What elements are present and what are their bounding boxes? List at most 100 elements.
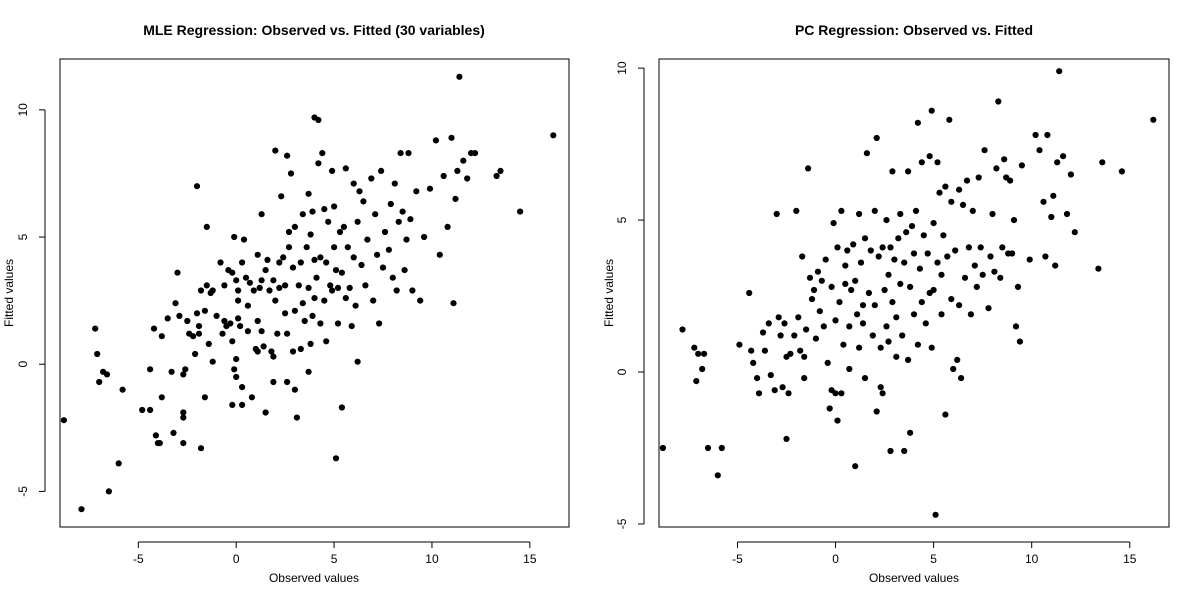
chart-title: PC Regression: Observed vs. Fitted xyxy=(795,22,1033,38)
data-point xyxy=(989,210,996,218)
data-point xyxy=(297,259,304,266)
data-point xyxy=(270,277,277,284)
scatter-points xyxy=(60,73,557,513)
data-point xyxy=(910,250,918,257)
data-point xyxy=(325,218,332,225)
data-point xyxy=(848,286,855,294)
data-point xyxy=(981,147,988,154)
data-point xyxy=(452,195,459,202)
data-point xyxy=(750,359,757,366)
mle-regression-panel: MLE Regression: Observed vs. Fitted (30 … xyxy=(2,22,570,585)
data-point xyxy=(912,207,920,214)
data-point xyxy=(1032,131,1039,139)
data-point xyxy=(836,299,843,306)
data-point xyxy=(358,261,365,269)
data-point xyxy=(321,206,328,213)
data-point xyxy=(1009,250,1016,257)
x-tick-label: 0 xyxy=(233,552,240,566)
data-point xyxy=(289,348,297,355)
data-point xyxy=(184,317,191,325)
data-point xyxy=(748,347,755,354)
data-point xyxy=(901,447,908,455)
data-point xyxy=(865,289,873,297)
data-point xyxy=(454,167,461,174)
data-point xyxy=(905,356,912,363)
data-point xyxy=(282,282,289,289)
data-point xyxy=(460,157,467,164)
data-point xyxy=(775,314,782,321)
data-point xyxy=(517,208,524,215)
data-point xyxy=(838,207,845,214)
data-point xyxy=(403,236,410,243)
data-point xyxy=(229,269,236,276)
x-tick-label: 15 xyxy=(1123,552,1137,566)
data-point xyxy=(176,312,183,319)
data-point xyxy=(932,511,939,518)
data-point xyxy=(295,282,302,289)
data-point xyxy=(779,384,786,391)
data-point xyxy=(315,116,322,124)
data-point xyxy=(1099,159,1106,166)
data-point xyxy=(944,253,951,260)
data-point xyxy=(94,350,101,358)
data-point xyxy=(307,231,314,238)
data-point xyxy=(832,317,839,324)
data-point xyxy=(195,323,203,330)
data-point xyxy=(832,390,839,397)
data-point xyxy=(180,371,187,378)
data-point xyxy=(899,332,906,339)
data-point xyxy=(1036,147,1043,154)
data-point xyxy=(242,274,250,281)
data-point xyxy=(401,267,408,274)
data-point xyxy=(863,150,871,157)
data-point xyxy=(254,251,261,258)
data-point xyxy=(889,299,896,306)
data-point xyxy=(78,506,85,513)
data-point xyxy=(842,262,849,269)
data-point xyxy=(881,286,888,294)
data-point xyxy=(1060,153,1067,160)
data-point xyxy=(926,153,933,160)
y-tick-label: 10 xyxy=(16,103,30,117)
data-point xyxy=(1042,253,1049,260)
data-point xyxy=(444,223,451,230)
data-point xyxy=(291,386,298,393)
data-point xyxy=(1095,265,1102,272)
data-point xyxy=(901,259,908,266)
data-point xyxy=(791,332,798,339)
data-point xyxy=(464,175,471,182)
data-point xyxy=(262,409,269,416)
data-point xyxy=(934,159,941,166)
data-point xyxy=(889,168,896,175)
data-point xyxy=(156,440,163,447)
data-point xyxy=(334,320,342,327)
data-point xyxy=(293,414,300,421)
data-point xyxy=(270,378,277,386)
data-point xyxy=(975,174,982,181)
data-point xyxy=(119,386,126,393)
data-point xyxy=(985,305,992,312)
data-point xyxy=(329,287,336,294)
data-point xyxy=(376,320,383,327)
x-axis-label: Observed values xyxy=(869,571,959,585)
y-tick-label: 5 xyxy=(615,216,629,223)
data-point xyxy=(797,347,804,354)
data-point xyxy=(338,404,345,411)
data-point xyxy=(378,167,385,174)
data-point xyxy=(268,348,275,355)
data-point xyxy=(959,201,967,208)
data-point xyxy=(192,350,199,358)
data-point xyxy=(861,375,869,382)
data-point xyxy=(701,350,708,357)
x-tick-label: 5 xyxy=(331,552,338,566)
x-axis-label: Observed values xyxy=(269,571,359,585)
data-point xyxy=(1040,198,1047,205)
data-point xyxy=(550,132,557,139)
data-point xyxy=(147,366,154,373)
data-point xyxy=(979,271,986,278)
data-point xyxy=(871,302,878,309)
data-point xyxy=(342,165,349,172)
plot-frame xyxy=(658,58,1170,528)
data-point xyxy=(219,330,226,337)
data-point xyxy=(213,312,220,319)
